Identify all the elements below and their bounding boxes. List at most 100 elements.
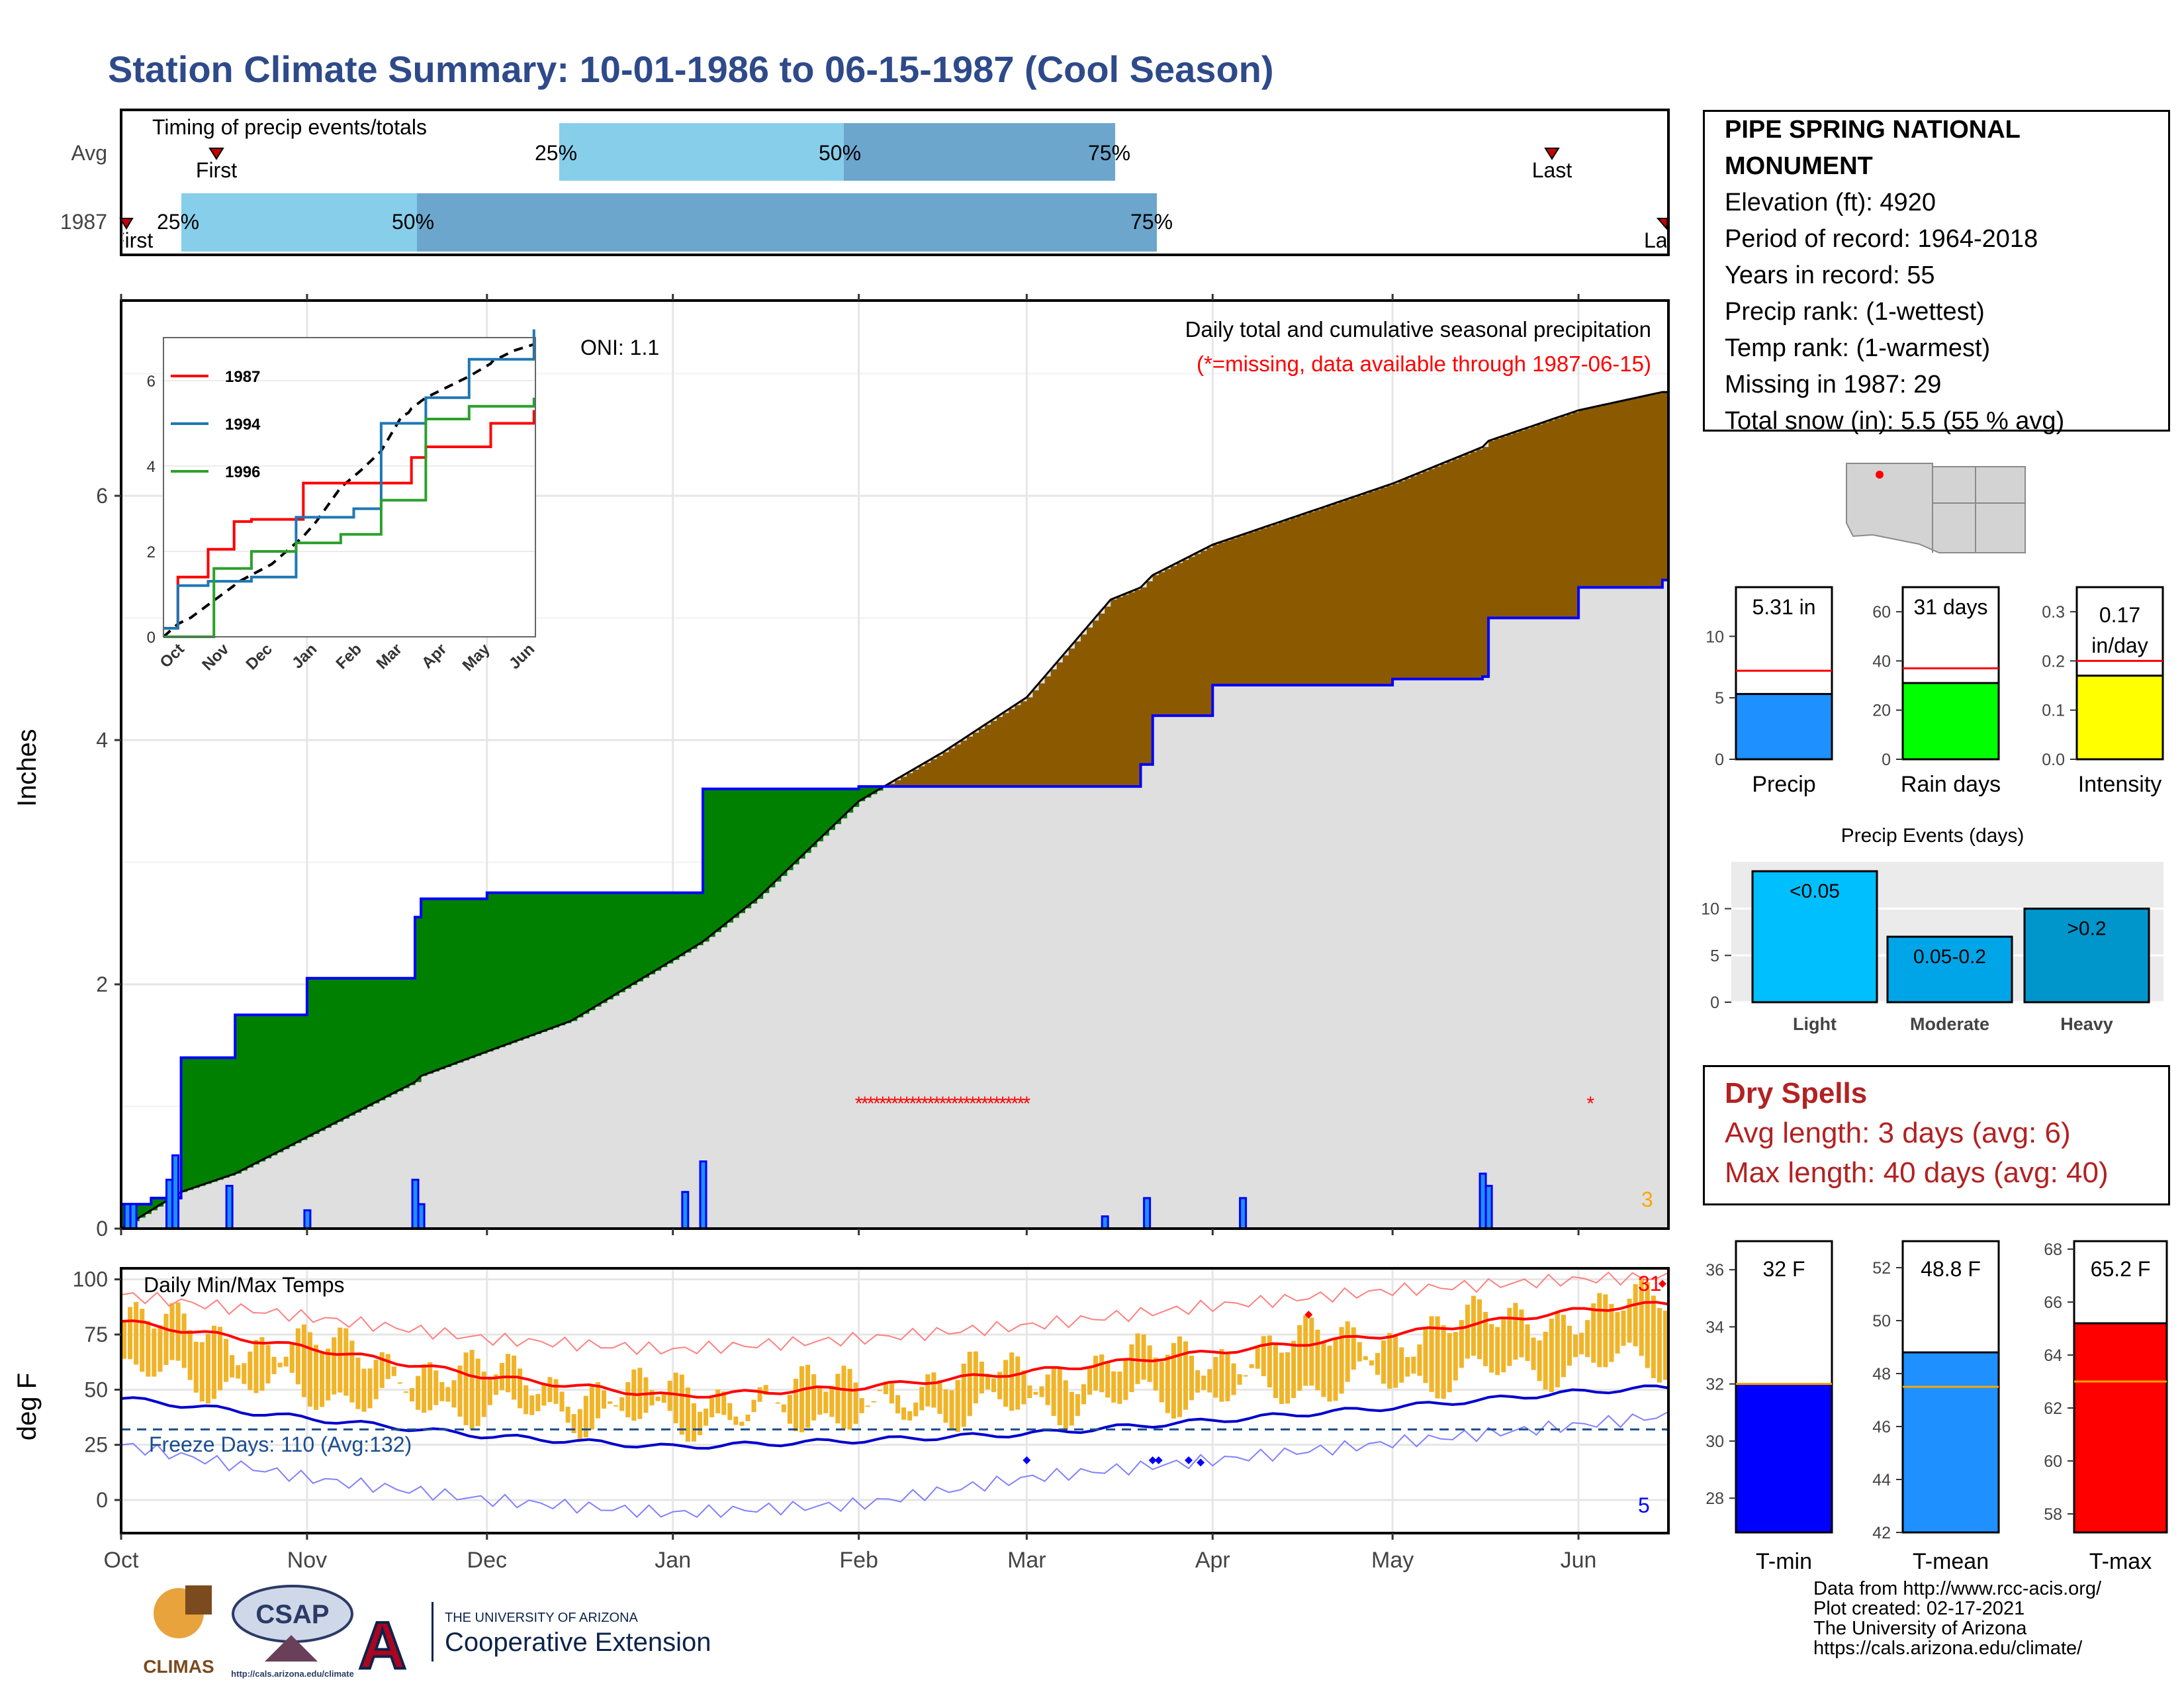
above-normal-slice (480, 898, 488, 1054)
daily-temp-bar (1285, 1352, 1291, 1404)
below-normal-slice (1152, 575, 1160, 716)
above-normal-slice (373, 978, 380, 1103)
inset-xtick-label: Feb (333, 640, 365, 673)
above-normal-slice (193, 1057, 200, 1188)
below-normal-slice (1146, 581, 1154, 765)
below-normal-slice (1242, 534, 1250, 685)
daily-temp-bar (1303, 1315, 1308, 1386)
daily-temp-bar (1063, 1380, 1068, 1429)
daily-temp-bar (565, 1406, 570, 1423)
daily-temp-bar (1357, 1342, 1362, 1362)
daily-temp-bar (163, 1313, 169, 1365)
csap-logo: CSAP http://cals.arizona.edu/climate (231, 1585, 354, 1679)
record-low-marker (1197, 1458, 1205, 1467)
summary-ytick-label: 60 (1872, 603, 1891, 622)
daily-temp-bar (1519, 1309, 1524, 1358)
missing-markers: ***************************** * (855, 1093, 1595, 1115)
below-normal-slice (1116, 597, 1123, 787)
inset-frame (163, 337, 536, 637)
below-normal-slice (1254, 530, 1261, 685)
above-normal-slice (553, 892, 560, 1028)
daily-temp-bar (1339, 1327, 1344, 1394)
below-normal-slice (1536, 424, 1543, 618)
below-normal-slice (1332, 504, 1340, 685)
temp-summary-ytick-label: 64 (2044, 1346, 2062, 1365)
above-normal-slice (703, 788, 709, 942)
daily-temp-bar (1477, 1299, 1482, 1360)
below-normal-slice (1614, 402, 1621, 588)
daily-temp-bar (1363, 1356, 1368, 1360)
above-normal-slice (678, 892, 686, 957)
missing-marker: * (1011, 1093, 1019, 1115)
timing-panel: Timing of precip events/totals Avg 1987 … (60, 109, 1670, 256)
below-normal-slice (1356, 496, 1363, 685)
below-normal-slice (1644, 396, 1651, 588)
daily-temp-bar (1531, 1337, 1536, 1370)
above-normal-slice (402, 978, 410, 1088)
below-normal-slice (931, 759, 938, 787)
inset-legend-label: 1996 (225, 463, 260, 481)
below-normal-slice (984, 724, 991, 787)
temp-summary-ytick-label: 60 (2044, 1452, 2062, 1471)
above-normal-slice (259, 1015, 266, 1162)
daily-temp-bar (1045, 1374, 1050, 1405)
daily-temp-bar (1255, 1348, 1260, 1369)
temp-xtick-label: Dec (467, 1548, 507, 1573)
inset-ytick-label: 2 (147, 543, 156, 561)
credits: Data from http://www.rcc-acis.org/ Plot … (1813, 1579, 2101, 1658)
daily-temp-bar (1417, 1344, 1422, 1376)
below-normal-slice (1542, 422, 1549, 618)
daily-temp-bar (518, 1368, 523, 1409)
above-normal-slice (774, 788, 782, 882)
record-low-count: 5 (1638, 1493, 1650, 1517)
above-normal-slice (619, 892, 625, 992)
inset-ytick-label: 4 (147, 458, 156, 476)
daily-temp-bar (1039, 1386, 1044, 1397)
daily-temp-bar (1147, 1345, 1152, 1382)
above-normal-slice (379, 978, 386, 1101)
daily-temp-bar (751, 1399, 756, 1413)
above-normal-slice (463, 898, 470, 1060)
below-normal-slice (954, 744, 962, 787)
daily-temp-bar (1651, 1295, 1656, 1378)
precip-area (120, 391, 1669, 1230)
below-normal-slice (1021, 701, 1027, 787)
missing-marker: * (1005, 1093, 1013, 1115)
daily-temp-bar (1381, 1340, 1387, 1384)
daily-temp-bar (1555, 1311, 1560, 1387)
below-normal-slice (1584, 408, 1591, 588)
below-normal-slice (1086, 627, 1093, 787)
daily-temp-bar (451, 1380, 457, 1408)
daily-temp-bar (997, 1372, 1003, 1399)
station-line-missing: Missing in 1987: 29 (1725, 371, 1942, 399)
below-normal-slice (1566, 414, 1573, 618)
temp-summary-bar-t-mean (1901, 1351, 2000, 1534)
daily-temp-bar (475, 1358, 480, 1427)
daily-temp-bar (811, 1374, 817, 1421)
daily-temp-bar (901, 1407, 907, 1420)
above-normal-slice (210, 1057, 218, 1182)
summary-ytick-label: 0.0 (2042, 751, 2065, 769)
daily-temp-bar (1501, 1319, 1506, 1373)
above-normal-slice (780, 788, 788, 876)
below-normal-slice (1176, 563, 1183, 716)
above-normal-slice (523, 892, 529, 1039)
summary-value-label: 31 days (1913, 595, 1987, 619)
daily-temp-bar (529, 1395, 535, 1415)
below-normal-slice (1038, 683, 1046, 787)
above-normal-slice (337, 978, 343, 1122)
below-normal-slice (1128, 592, 1136, 787)
inset-xtick-label: May (459, 640, 494, 675)
below-normal-slice (1302, 514, 1309, 685)
daily-temp-bar (1177, 1336, 1182, 1417)
daily-temp-bar (265, 1344, 271, 1383)
below-normal-slice (1189, 557, 1195, 716)
daily-temp-bar (871, 1401, 876, 1403)
above-normal-slice (385, 978, 392, 1098)
daily-temp-bar (469, 1350, 475, 1429)
above-normal-slice (841, 788, 848, 819)
daily-temp-bar (805, 1364, 811, 1428)
below-normal-slice (1362, 493, 1369, 685)
above-normal-slice (229, 1057, 236, 1176)
below-normal-slice (1218, 542, 1226, 685)
